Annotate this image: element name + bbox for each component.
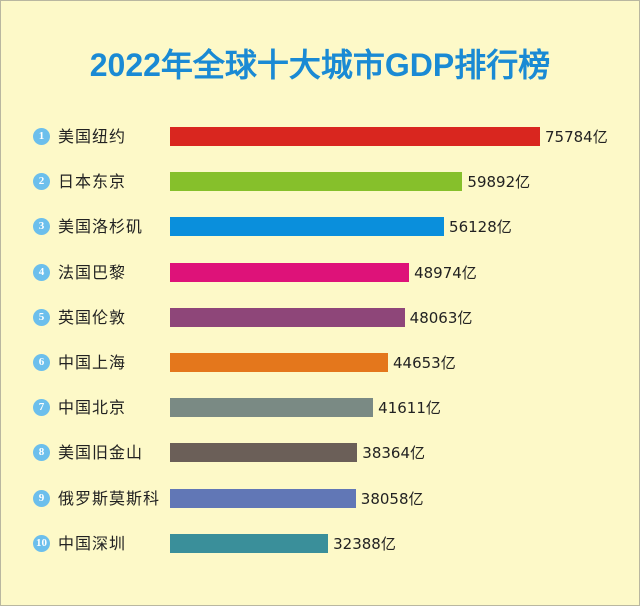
value-label: 48063亿 bbox=[409, 308, 473, 327]
value-label: 44653亿 bbox=[393, 354, 456, 372]
bar-row: 2 日本东京 59892亿 bbox=[0, 170, 640, 194]
category-label: 中国上海 bbox=[58, 353, 127, 372]
bar bbox=[170, 217, 445, 237]
rank-badge: 10 bbox=[33, 534, 50, 552]
rank-badge: 6 bbox=[33, 354, 50, 371]
category-label: 美国旧金山 bbox=[58, 443, 144, 463]
bar-row: 4 法国巴黎 48974亿 bbox=[0, 261, 640, 285]
rank-badge: 7 bbox=[33, 399, 50, 417]
bar bbox=[170, 533, 329, 553]
category-label: 俄罗斯莫斯科 bbox=[58, 488, 161, 508]
rank-badge: 8 bbox=[33, 444, 50, 462]
bar bbox=[170, 127, 540, 146]
value-label: 75784亿 bbox=[545, 128, 608, 146]
rank-badge: 3 bbox=[33, 218, 50, 236]
bar bbox=[170, 353, 388, 372]
bar bbox=[170, 262, 410, 282]
rank-badge: 4 bbox=[33, 263, 50, 281]
bar-row: 8 美国旧金山 38364亿 bbox=[0, 441, 640, 465]
bar bbox=[170, 398, 374, 418]
bar-row: 3 美国洛杉矶 56128亿 bbox=[0, 215, 640, 239]
rank-badge: 5 bbox=[33, 308, 50, 326]
category-label: 英国伦敦 bbox=[58, 307, 127, 327]
category-label: 日本东京 bbox=[58, 172, 127, 192]
rank-badge: 9 bbox=[33, 489, 50, 507]
value-label: 32388亿 bbox=[333, 534, 396, 553]
rank-badge: 2 bbox=[33, 173, 50, 191]
value-label: 56128亿 bbox=[449, 218, 512, 237]
bar-row: 10 中国深圳 32388亿 bbox=[0, 532, 640, 556]
bar bbox=[170, 488, 356, 508]
value-label: 48974亿 bbox=[414, 263, 477, 282]
value-label: 38364亿 bbox=[362, 444, 426, 463]
bar bbox=[170, 172, 463, 192]
bar-row: 5 英国伦敦 48063亿 bbox=[0, 306, 640, 330]
value-label: 38058亿 bbox=[360, 489, 424, 508]
value-label: 41611亿 bbox=[378, 399, 441, 418]
rank-badge: 1 bbox=[33, 128, 50, 145]
category-label: 美国纽约 bbox=[58, 127, 127, 146]
category-label: 中国深圳 bbox=[58, 533, 127, 553]
bar-row: 7 中国北京 41611亿 bbox=[0, 396, 640, 420]
bar-row: 6 中国上海 44653亿 bbox=[0, 351, 640, 375]
category-label: 法国巴黎 bbox=[58, 262, 127, 282]
value-label: 59892亿 bbox=[467, 173, 531, 192]
bar bbox=[170, 307, 405, 327]
bar-row: 9 俄罗斯莫斯科 38058亿 bbox=[0, 487, 640, 511]
category-label: 美国洛杉矶 bbox=[58, 217, 144, 237]
chart-title: 2022年全球十大城市GDP排行榜 bbox=[89, 47, 551, 83]
category-label: 中国北京 bbox=[58, 398, 127, 418]
bar-row: 1 美国纽约 75784亿 bbox=[0, 125, 640, 149]
bar bbox=[170, 443, 358, 463]
